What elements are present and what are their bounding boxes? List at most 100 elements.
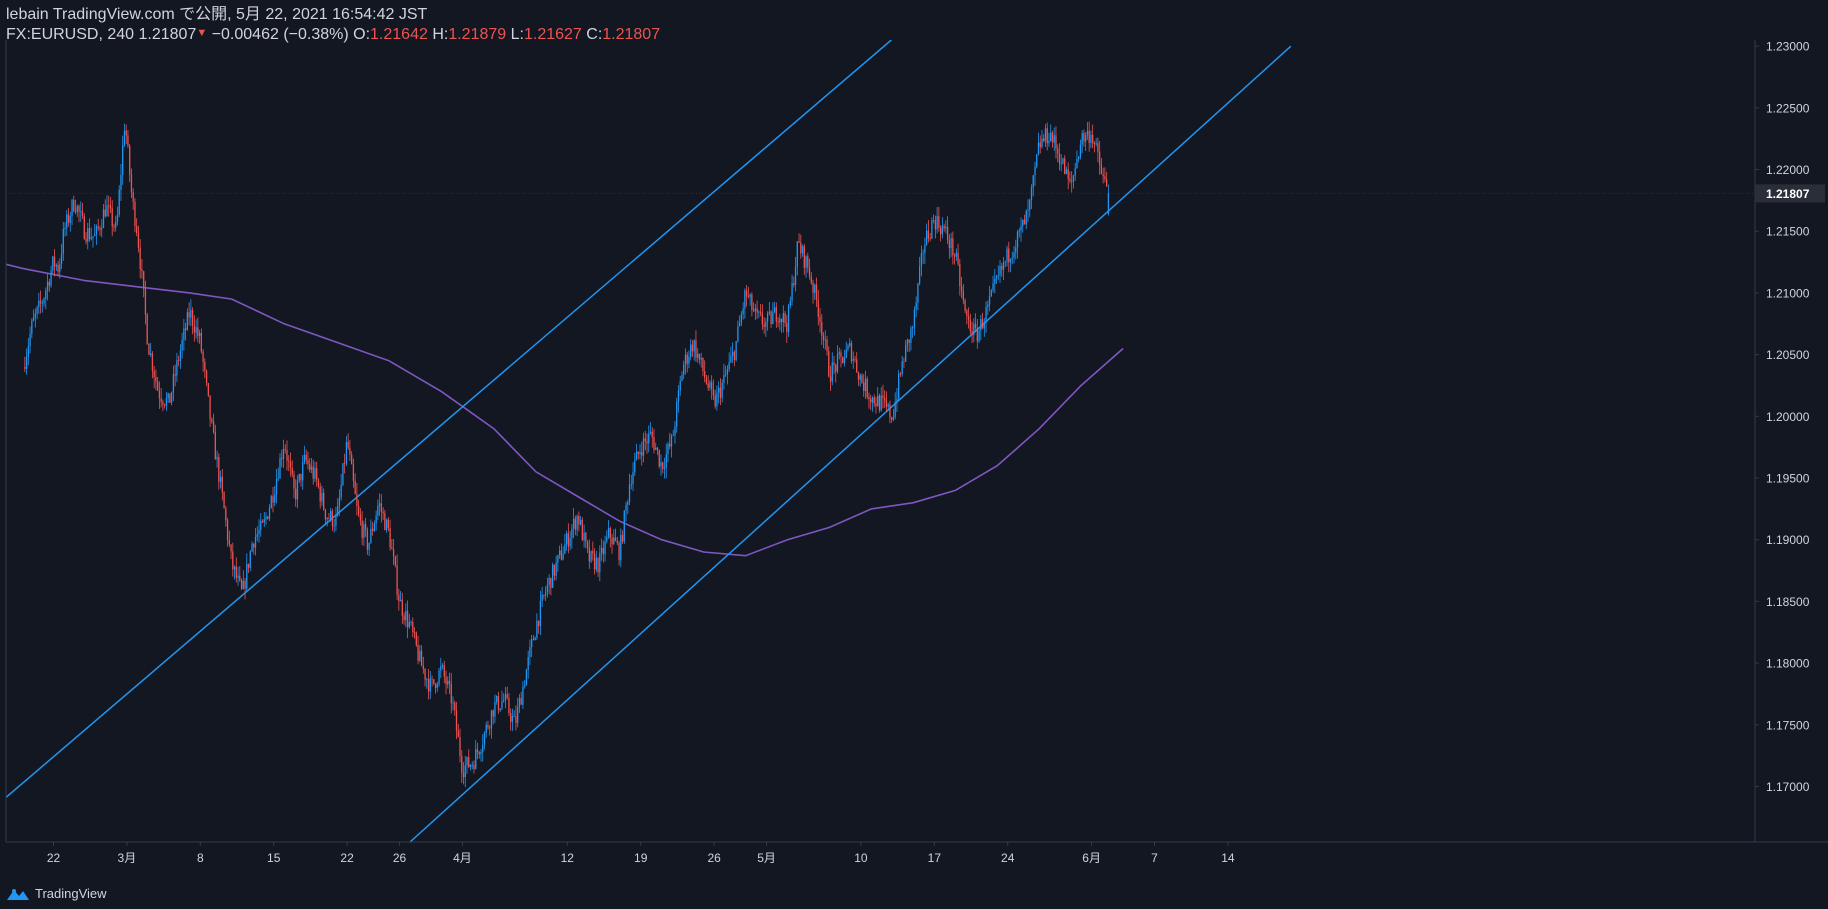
candle <box>340 474 342 501</box>
candle-body <box>901 361 903 375</box>
candle <box>1102 167 1104 184</box>
candle <box>712 379 715 401</box>
candle-body <box>202 351 204 362</box>
candle <box>759 303 762 317</box>
channel-lower-line <box>409 45 1292 842</box>
candle <box>814 283 816 300</box>
time-tick-label: 4月 <box>453 851 472 865</box>
candle <box>912 325 914 339</box>
time-tick-label: 7 <box>1151 851 1158 865</box>
candle <box>572 507 575 539</box>
candle <box>1069 171 1071 184</box>
candle <box>356 483 358 516</box>
candle-body <box>551 564 554 588</box>
candle <box>291 460 293 478</box>
candle <box>104 199 106 218</box>
candle <box>763 316 765 334</box>
candle-body <box>455 710 458 731</box>
candle <box>548 574 550 595</box>
candle-body <box>506 694 508 699</box>
candle-body <box>815 284 818 301</box>
candle-body <box>80 211 82 213</box>
candle-body <box>1102 174 1104 177</box>
candle <box>113 223 115 232</box>
candle-body <box>452 702 454 704</box>
candle-body <box>536 620 538 638</box>
tradingview-branding[interactable]: TradingView <box>6 886 107 901</box>
candle <box>342 462 344 487</box>
candle <box>303 445 306 465</box>
candle <box>80 201 82 222</box>
candle-body <box>810 276 812 283</box>
candle-body <box>55 265 57 267</box>
candle <box>146 312 148 345</box>
candle-body <box>144 288 147 315</box>
candle-body <box>766 313 769 322</box>
candle-body <box>184 328 187 330</box>
candle-body <box>784 313 786 324</box>
channel-upper-line <box>6 40 892 799</box>
candle-body <box>1034 166 1036 176</box>
candle-body <box>433 679 435 684</box>
candle-body <box>314 468 316 479</box>
candle-body <box>219 476 222 482</box>
candle-body <box>1099 151 1101 165</box>
candle-body <box>118 189 120 215</box>
candle-body <box>1057 148 1059 154</box>
candle-body <box>31 320 33 335</box>
symbol-label[interactable]: FX:EURUSD, 240 <box>6 26 135 43</box>
candle <box>625 501 627 522</box>
price-tick-label: 1.22500 <box>1766 101 1810 115</box>
candle <box>1013 246 1015 264</box>
candle-body <box>548 578 550 585</box>
candle-body <box>847 345 849 350</box>
candle-body <box>57 265 59 272</box>
candle <box>644 430 646 451</box>
candle-body <box>641 452 643 456</box>
candle-body <box>922 252 924 254</box>
price-tick-label: 1.17500 <box>1766 718 1810 732</box>
candle <box>183 318 185 351</box>
candle <box>697 347 699 363</box>
candle <box>819 307 821 333</box>
candle-body <box>464 765 466 777</box>
candle-body <box>316 468 318 480</box>
candle-body <box>345 441 348 464</box>
candle <box>782 305 784 333</box>
candle-body <box>162 401 164 405</box>
candle-body <box>672 435 674 437</box>
candle-body <box>730 355 732 363</box>
candle <box>46 273 49 301</box>
candle <box>738 315 741 327</box>
candle-body <box>868 396 870 400</box>
candle-body <box>97 226 99 228</box>
candle-body <box>239 575 241 580</box>
candle-body <box>908 339 910 343</box>
candle <box>39 290 42 314</box>
candle <box>997 265 999 281</box>
candle-body <box>109 205 112 209</box>
candle <box>955 248 957 261</box>
candle-body <box>382 511 384 514</box>
candle <box>385 518 388 533</box>
candle-body <box>385 519 388 531</box>
candle <box>1032 174 1034 197</box>
candle <box>793 276 795 288</box>
candle-body <box>538 620 540 626</box>
candle <box>620 528 622 568</box>
candle-body <box>772 312 774 324</box>
candle-body <box>794 267 797 285</box>
candle <box>938 206 940 232</box>
candle-body <box>78 206 80 212</box>
candle-body <box>990 290 992 297</box>
candle-body <box>198 332 201 337</box>
candle-body <box>627 502 629 505</box>
candle-body <box>658 450 660 467</box>
candle-body <box>691 344 694 352</box>
time-tick-label: 5月 <box>757 851 776 865</box>
candle-body <box>586 541 589 548</box>
candle-body <box>247 563 250 568</box>
candle <box>983 317 985 337</box>
candle-body <box>1002 262 1005 270</box>
